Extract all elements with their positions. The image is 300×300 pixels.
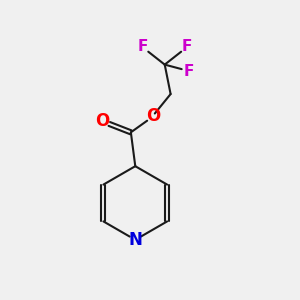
Text: F: F: [184, 64, 194, 79]
Text: N: N: [128, 231, 142, 249]
Text: O: O: [95, 112, 109, 130]
Text: F: F: [137, 39, 148, 54]
Text: O: O: [146, 107, 160, 125]
Text: F: F: [182, 39, 192, 54]
